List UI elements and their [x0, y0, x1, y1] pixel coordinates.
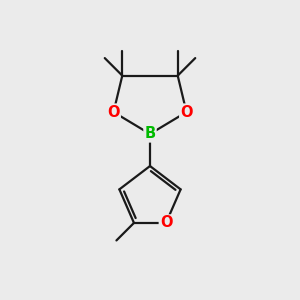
Text: O: O	[107, 105, 120, 120]
Text: O: O	[160, 215, 172, 230]
Text: B: B	[144, 127, 156, 142]
Text: O: O	[180, 105, 193, 120]
